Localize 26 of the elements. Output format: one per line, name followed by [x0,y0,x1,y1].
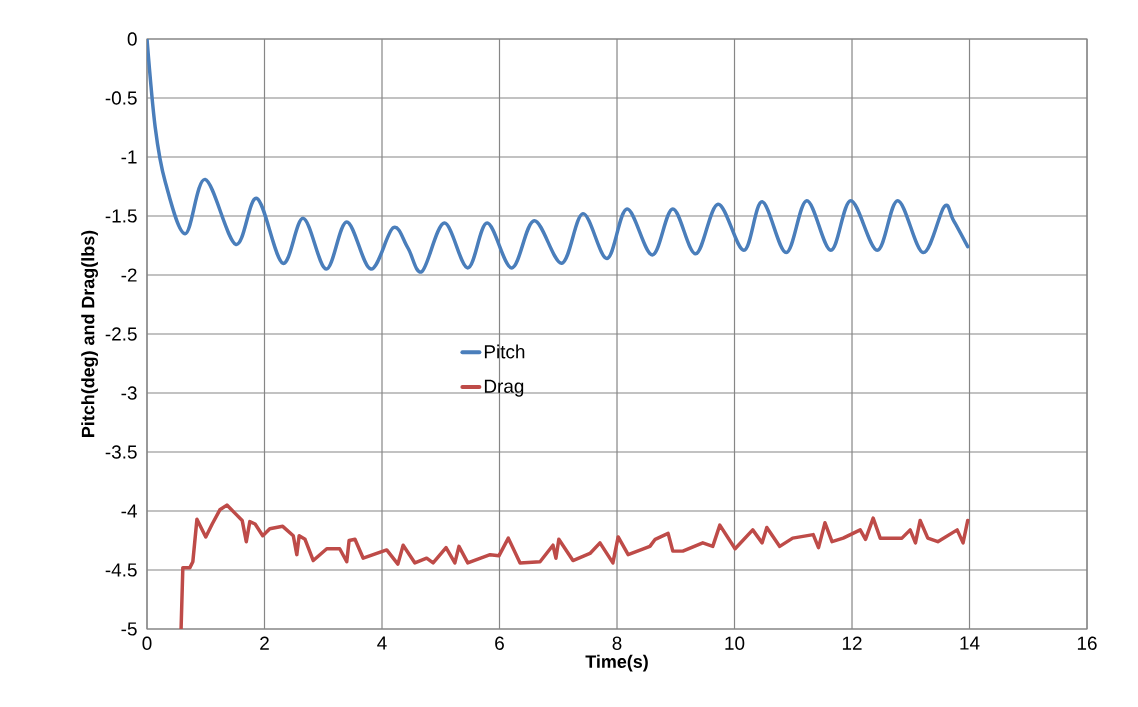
x-tick-label: 8 [612,636,622,650]
y-tick-label: -3 [121,386,137,400]
x-tick-label: 10 [725,636,745,650]
x-tick-label: 4 [377,636,387,650]
line-series [179,503,970,629]
y-tick-label: -1.5 [105,209,137,223]
y-tick-label: -1 [121,150,137,164]
x-tick-label: 14 [960,636,980,650]
y-axis-title: Pitch(deg) and Drag(lbs) [81,230,99,437]
y-tick-label: -0.5 [105,91,137,105]
x-tick-label: 16 [1077,636,1097,650]
x-tick-label: 0 [142,636,152,650]
line-series [147,39,970,274]
y-tick-label: -5 [121,622,137,636]
y-tick-label: -2.5 [105,327,137,341]
y-tick-label: -4 [121,504,137,518]
legend-label: Pitch [484,344,525,359]
x-axis-title: Time(s) [585,654,648,672]
y-tick-label: -2 [121,268,137,282]
x-tick-label: 12 [842,636,862,650]
y-tick-label: -3.5 [105,445,137,459]
x-tick-label: 2 [260,636,269,650]
y-tick-label: 0 [127,32,137,46]
x-tick-label: 6 [495,636,504,650]
legend-label: Drag [484,379,524,397]
y-tick-label: -4.5 [105,563,137,577]
